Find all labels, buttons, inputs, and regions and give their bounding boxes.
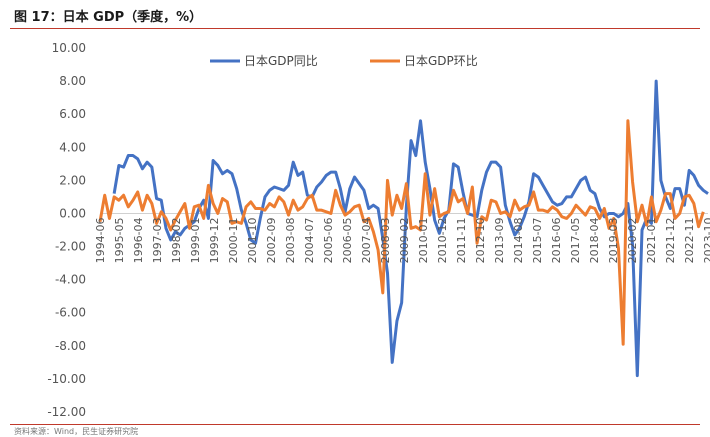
x-tick-label: 1998-02 [170, 217, 183, 263]
legend: 日本GDP同比 日本GDP环比 [210, 54, 478, 68]
x-tick-label: 1997-03 [151, 217, 164, 263]
y-tick-label: 0.00 [59, 206, 86, 220]
x-tick-label: 2006-05 [341, 217, 354, 263]
x-tick-label: 2010-12 [436, 217, 449, 263]
y-tick-label: -12.00 [47, 405, 86, 419]
y-tick-label: -10.00 [47, 372, 86, 386]
y-tick-label: 6.00 [59, 107, 86, 121]
title-divider [10, 28, 700, 29]
x-tick-label: 1996-04 [132, 217, 145, 263]
x-tick-label: 2008-03 [379, 217, 392, 263]
x-tick-label: 2000-11 [227, 217, 240, 263]
x-tick-label: 1995-05 [113, 217, 126, 263]
source-note: 资料来源：Wind，民生证券研究院 [14, 427, 139, 436]
x-tick-label: 2021-12 [664, 217, 677, 263]
x-tick-label: 1999-01 [189, 217, 202, 263]
x-tick-label: 2013-09 [493, 217, 506, 263]
series-line-yoy [112, 79, 709, 378]
x-tick-label: 2018-04 [588, 217, 601, 263]
x-tick-label: 2011-11 [455, 217, 468, 263]
figure-title: 图 17：日本 GDP（季度，%） [14, 10, 203, 25]
x-tick-label: 2014-08 [512, 217, 525, 263]
y-tick-label: 2.00 [59, 173, 86, 187]
series-lines [98, 79, 709, 378]
y-tick-label: -6.00 [55, 306, 86, 320]
x-axis: 1994-06 1995-05 1996-04 1997-03 1998-02 1999-… [94, 217, 710, 263]
legend-label: 日本GDP环比 [404, 54, 478, 68]
x-tick-label: 2015-07 [531, 217, 544, 263]
y-tick-label: 8.00 [59, 74, 86, 88]
x-tick-label: 2016-06 [550, 217, 563, 263]
x-tick-label: 2021-01 [645, 217, 658, 263]
x-tick-label: 2019-03 [607, 217, 620, 263]
x-tick-label: 2004-07 [303, 217, 316, 263]
x-tick-label: 2023-10 [702, 217, 710, 263]
legend-label: 日本GDP同比 [244, 54, 318, 68]
x-tick-label: 2020-02 [626, 217, 639, 263]
x-tick-label: 2001-10 [246, 217, 259, 263]
x-tick-label: 2007-04 [360, 217, 373, 263]
x-tick-label: 2009-02 [398, 217, 411, 263]
x-tick-label: 1994-06 [94, 217, 107, 263]
x-tick-label: 2017-05 [569, 217, 582, 263]
x-tick-label: 2005-06 [322, 217, 335, 263]
y-tick-label: -4.00 [55, 273, 86, 287]
x-tick-label: 1999-12 [208, 217, 221, 263]
x-tick-label: 2012-10 [474, 217, 487, 263]
x-tick-label: 2003-08 [284, 217, 297, 263]
y-tick-label: -8.00 [55, 339, 86, 353]
series-line-qoq [98, 119, 705, 346]
y-tick-label: 4.00 [59, 140, 86, 154]
gdp-line-chart: 10.00 8.00 6.00 4.00 2.00 0.00 -2.00 -4.00 -6.00… [47, 41, 710, 419]
footer-divider [10, 424, 700, 425]
x-tick-label: 2022-11 [683, 217, 696, 263]
y-axis: 10.00 8.00 6.00 4.00 2.00 0.00 -2.00 -4.00 -6.00… [47, 41, 86, 419]
y-tick-label: 10.00 [52, 41, 86, 55]
y-tick-label: -2.00 [55, 240, 86, 254]
x-tick-label: 2010-01 [417, 217, 430, 263]
x-tick-label: 2002-09 [265, 217, 278, 263]
